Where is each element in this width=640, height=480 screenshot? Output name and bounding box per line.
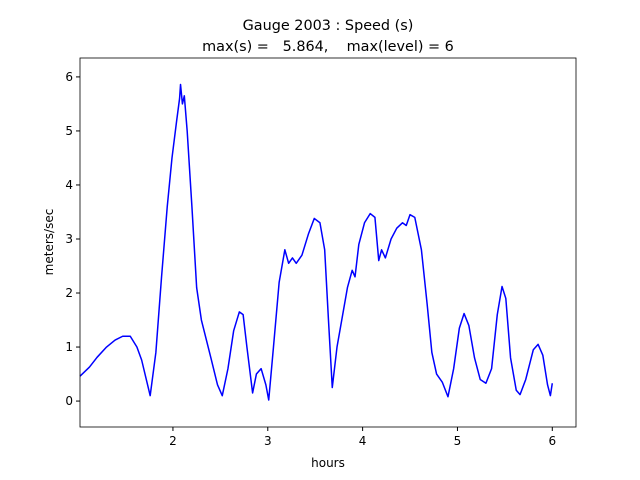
chart-title: Gauge 2003 : Speed (s) — [243, 18, 414, 34]
chart-subtitle: max(s) = 5.864, max(level) = 6 — [202, 39, 454, 55]
y-axis-label: meters/sec — [42, 209, 56, 276]
x-tick-label: 6 — [548, 434, 556, 448]
data-line — [79, 83, 554, 401]
plot-frame — [79, 57, 577, 428]
y-tick-label: 3 — [65, 232, 73, 246]
y-tick-label: 2 — [65, 286, 73, 300]
y-tick-label: 6 — [65, 70, 73, 84]
y-tick-label: 1 — [65, 340, 73, 354]
y-tick-label: 0 — [65, 394, 73, 408]
x-tick-label: 2 — [169, 434, 177, 448]
x-tick-label: 5 — [454, 434, 462, 448]
y-tick-label: 5 — [65, 124, 73, 138]
x-axis-label: hours — [311, 456, 345, 470]
x-tick-label: 4 — [359, 434, 367, 448]
y-tick-label: 4 — [65, 178, 73, 192]
x-tick-label: 3 — [264, 434, 272, 448]
